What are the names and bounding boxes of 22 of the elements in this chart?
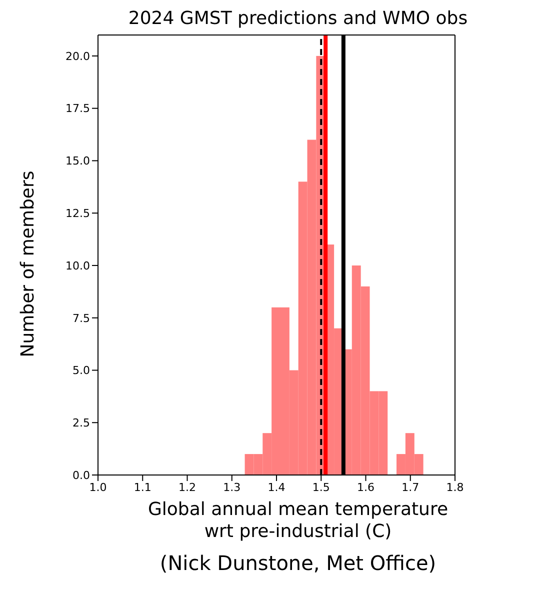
y-tick-label: 17.5 <box>66 102 90 116</box>
y-tick-label: 2.5 <box>72 416 90 430</box>
y-tick-label: 5.0 <box>72 364 90 378</box>
y-tick-label: 0.0 <box>72 468 90 482</box>
chart-title: 2024 GMST predictions and WMO obs <box>127 8 469 29</box>
text: (Nick Dunstone, Met Office) <box>158 551 438 575</box>
x-tick-label: 1.6 <box>357 480 374 494</box>
x-tick-label: 1.2 <box>178 480 196 494</box>
x-tick-label: 1.1 <box>134 480 152 494</box>
x-tick-label: 1.3 <box>223 480 241 494</box>
y-axis-title: Number of members <box>18 170 38 358</box>
x-axis-title: Global annual mean temperature wrt pre-industrial (C) <box>146 499 450 543</box>
x-tick-label: 1.7 <box>402 480 420 494</box>
x-tick-label: 1.4 <box>268 480 286 494</box>
y-tick-label: 10.0 <box>66 259 90 272</box>
x-tick-label: 1.8 <box>446 480 464 494</box>
y-tick-label: 7.5 <box>72 312 90 325</box>
x-tick-label: 1.0 <box>89 480 107 494</box>
y-tick-label: 12.5 <box>66 207 90 220</box>
y-tick-label: 15.0 <box>66 154 90 168</box>
x-tick-label: 1.5 <box>312 480 330 494</box>
y-tick-label: 20.0 <box>66 50 90 63</box>
